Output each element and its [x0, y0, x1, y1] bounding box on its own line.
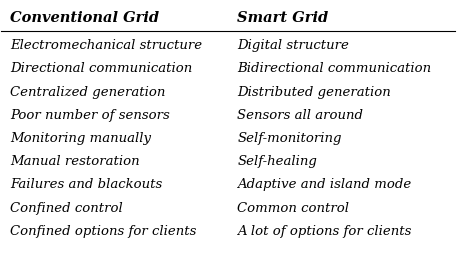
Text: Failures and blackouts: Failures and blackouts: [10, 178, 163, 191]
Text: Digital structure: Digital structure: [237, 39, 349, 52]
Text: Directional communication: Directional communication: [10, 62, 193, 75]
Text: Manual restoration: Manual restoration: [10, 155, 140, 168]
Text: Confined options for clients: Confined options for clients: [10, 224, 197, 237]
Text: Self-healing: Self-healing: [237, 155, 317, 168]
Text: Bidirectional communication: Bidirectional communication: [237, 62, 431, 75]
Text: Common control: Common control: [237, 201, 349, 214]
Text: Conventional Grid: Conventional Grid: [10, 11, 160, 25]
Text: Centralized generation: Centralized generation: [10, 85, 166, 98]
Text: Self-monitoring: Self-monitoring: [237, 132, 342, 145]
Text: Smart Grid: Smart Grid: [237, 11, 328, 25]
Text: Sensors all around: Sensors all around: [237, 108, 363, 121]
Text: Poor number of sensors: Poor number of sensors: [10, 108, 170, 121]
Text: A lot of options for clients: A lot of options for clients: [237, 224, 411, 237]
Text: Adaptive and island mode: Adaptive and island mode: [237, 178, 411, 191]
Text: Distributed generation: Distributed generation: [237, 85, 391, 98]
Text: Electromechanical structure: Electromechanical structure: [10, 39, 202, 52]
Text: Confined control: Confined control: [10, 201, 123, 214]
Text: Monitoring manually: Monitoring manually: [10, 132, 152, 145]
